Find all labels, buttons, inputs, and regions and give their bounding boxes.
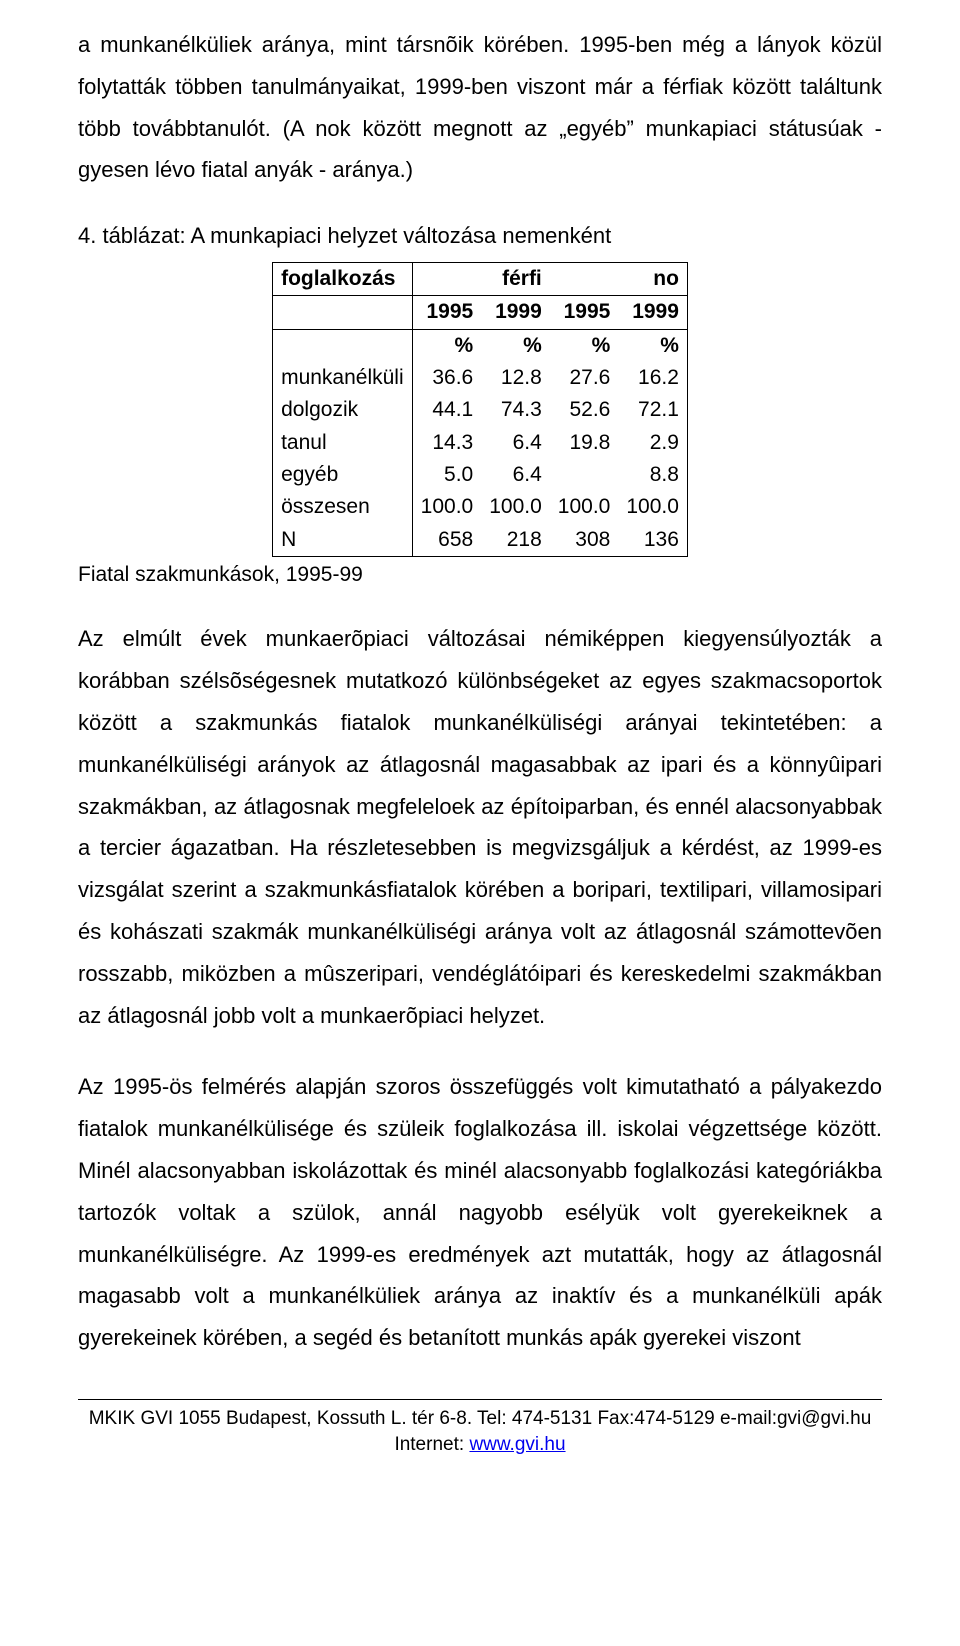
table-row: tanul 14.3 6.4 19.8 2.9 — [273, 427, 688, 459]
col-header-blank — [273, 296, 413, 329]
cell: 100.0 — [618, 491, 687, 523]
table-row: dolgozik 44.1 74.3 52.6 72.1 — [273, 394, 688, 426]
cell: 6.4 — [481, 427, 550, 459]
cell: 100.0 — [481, 491, 550, 523]
col-header-blank2 — [273, 329, 413, 362]
footer-divider — [78, 1399, 882, 1400]
table-row: összesen 100.0 100.0 100.0 100.0 — [273, 491, 688, 523]
col-header-pct-1: % — [481, 329, 550, 362]
cell: 36.6 — [412, 362, 481, 394]
cell: 16.2 — [618, 362, 687, 394]
cell: 19.8 — [550, 427, 619, 459]
row-label: tanul — [273, 427, 413, 459]
footer-link[interactable]: www.gvi.hu — [469, 1434, 565, 1455]
data-table: foglalkozás férfi no 1995 1999 1995 1999… — [272, 262, 688, 557]
paragraph-1: a munkanélküliek aránya, mint társnõik k… — [78, 24, 882, 191]
cell: 52.6 — [550, 394, 619, 426]
cell: 5.0 — [412, 459, 481, 491]
cell: 658 — [412, 524, 481, 557]
table-row: N 658 218 308 136 — [273, 524, 688, 557]
row-label: N — [273, 524, 413, 557]
col-header-pct-3: % — [618, 329, 687, 362]
cell: 8.8 — [618, 459, 687, 491]
table-source: Fiatal szakmunkások, 1995-99 — [78, 561, 882, 588]
footer-line-1: MKIK GVI 1055 Budapest, Kossuth L. tér 6… — [89, 1408, 872, 1429]
table-row: egyéb 5.0 6.4 8.8 — [273, 459, 688, 491]
cell: 136 — [618, 524, 687, 557]
cell: 308 — [550, 524, 619, 557]
row-label: egyéb — [273, 459, 413, 491]
row-label: összesen — [273, 491, 413, 523]
cell: 27.6 — [550, 362, 619, 394]
col-header-pct-2: % — [550, 329, 619, 362]
cell: 218 — [481, 524, 550, 557]
cell: 72.1 — [618, 394, 687, 426]
cell: 74.3 — [481, 394, 550, 426]
col-header-pct-0: % — [412, 329, 481, 362]
row-label: dolgozik — [273, 394, 413, 426]
col-header-no: no — [550, 262, 688, 295]
paragraph-2: Az elmúlt évek munkaerõpiaci változásai … — [78, 618, 882, 1036]
col-header-year-2: 1995 — [550, 296, 619, 329]
table-row: munkanélküli 36.6 12.8 27.6 16.2 — [273, 362, 688, 394]
col-header-year-0: 1995 — [412, 296, 481, 329]
col-header-ferfi: férfi — [412, 262, 550, 295]
page-footer: MKIK GVI 1055 Budapest, Kossuth L. tér 6… — [78, 1406, 882, 1477]
cell: 12.8 — [481, 362, 550, 394]
cell — [550, 459, 619, 491]
cell: 6.4 — [481, 459, 550, 491]
cell: 100.0 — [412, 491, 481, 523]
col-header-year-3: 1999 — [618, 296, 687, 329]
table-caption: 4. táblázat: A munkapiaci helyzet változ… — [78, 221, 882, 252]
row-label: munkanélküli — [273, 362, 413, 394]
cell: 44.1 — [412, 394, 481, 426]
col-header-foglalkozas: foglalkozás — [273, 262, 413, 295]
paragraph-3: Az 1995-ös felmérés alapján szoros össze… — [78, 1066, 882, 1359]
cell: 2.9 — [618, 427, 687, 459]
cell: 14.3 — [412, 427, 481, 459]
cell: 100.0 — [550, 491, 619, 523]
col-header-year-1: 1999 — [481, 296, 550, 329]
footer-line-2-prefix: Internet: — [394, 1434, 469, 1455]
